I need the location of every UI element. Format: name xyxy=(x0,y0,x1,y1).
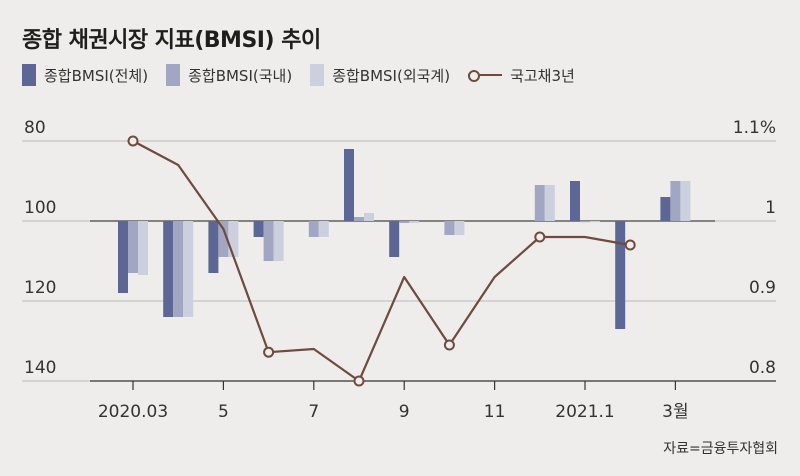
legend-label-total: 종합BMSI(전체) xyxy=(44,66,149,85)
bar-domestic xyxy=(354,217,364,221)
legend-swatch-domestic xyxy=(166,64,181,86)
y-left-tick-label: 80 xyxy=(24,118,46,138)
bond-yield-line xyxy=(132,140,631,383)
bond-yield-point xyxy=(624,239,636,251)
bond-yield-point xyxy=(127,135,139,147)
bar-domestic xyxy=(173,221,184,317)
legend-label-foreign: 종합BMSI(외국계) xyxy=(332,66,451,85)
bar-foreign xyxy=(138,221,148,275)
bar-total xyxy=(389,221,400,257)
bar-domestic xyxy=(308,221,319,237)
legend-label-domestic: 종합BMSI(국내) xyxy=(188,66,293,85)
x-tick-label: 2021.1 xyxy=(555,402,614,422)
bond-yield-point xyxy=(443,339,455,351)
bar-foreign xyxy=(590,221,600,223)
legend-label-bond: 국고채3년 xyxy=(510,66,575,85)
bar-foreign xyxy=(409,221,420,223)
bar-total xyxy=(253,221,264,237)
legend-item-bond: 국고채3년 xyxy=(468,65,575,86)
y-left-tick-label: 100 xyxy=(24,198,56,218)
y-right-tick-label: 0.8 xyxy=(749,358,776,378)
chart-legend: 종합BMSI(전체) 종합BMSI(국내) 종합BMSI(외국계) 국고채3년 xyxy=(22,62,575,88)
y-right-tick-label: 0.9 xyxy=(749,278,776,298)
bar-domestic xyxy=(670,181,681,221)
bar-total xyxy=(660,197,671,221)
bar-total xyxy=(118,221,128,293)
bar-foreign xyxy=(544,185,555,221)
bar-total xyxy=(163,221,174,317)
bar-foreign xyxy=(680,181,691,221)
bar-domestic xyxy=(444,221,455,235)
bond-yield-point xyxy=(353,375,365,387)
x-tick-label: 5 xyxy=(218,402,229,422)
bar-domestic xyxy=(218,221,229,257)
bond-yield-point xyxy=(263,346,275,358)
legend-item-domestic: 종합BMSI(국내) xyxy=(166,64,292,86)
x-tick-label: 7 xyxy=(308,402,319,422)
legend-swatch-total xyxy=(22,64,36,86)
y-left-tick-label: 120 xyxy=(24,278,56,298)
legend-line-marker xyxy=(468,69,503,82)
bar-foreign xyxy=(364,213,374,221)
legend-item-foreign: 종합BMSI(외국계) xyxy=(310,64,450,86)
x-tick-label: 2020.03 xyxy=(98,402,168,422)
bar-total xyxy=(208,221,219,273)
bar-domestic xyxy=(534,185,545,221)
legend-item-total: 종합BMSI(전체) xyxy=(22,64,148,86)
bar-domestic xyxy=(399,221,410,223)
x-tick-label: 9 xyxy=(399,402,410,422)
bar-foreign xyxy=(273,221,284,261)
y-right-tick-label: 1 xyxy=(765,198,776,218)
bar-foreign xyxy=(454,221,465,235)
y-left-tick-label: 140 xyxy=(24,358,56,378)
bar-total xyxy=(344,149,354,221)
x-tick-label: 3월 xyxy=(662,402,688,422)
bar-total xyxy=(615,221,626,329)
bar-domestic xyxy=(263,221,274,261)
bar-total xyxy=(570,181,580,221)
y-right-tick-label: 1.1% xyxy=(733,118,776,138)
bond-yield-point xyxy=(534,231,546,243)
bar-foreign xyxy=(228,221,239,257)
bar-domestic xyxy=(128,221,138,273)
chart-title: 종합 채권시장 지표(BMSI) 추이 xyxy=(22,28,321,53)
legend-swatch-foreign xyxy=(310,64,325,86)
bar-foreign xyxy=(183,221,194,317)
source-note: 자료=금융투자협회 xyxy=(663,441,778,457)
bar-domestic xyxy=(580,221,590,223)
x-tick-label: 11 xyxy=(484,402,506,422)
bar-foreign xyxy=(318,221,329,237)
